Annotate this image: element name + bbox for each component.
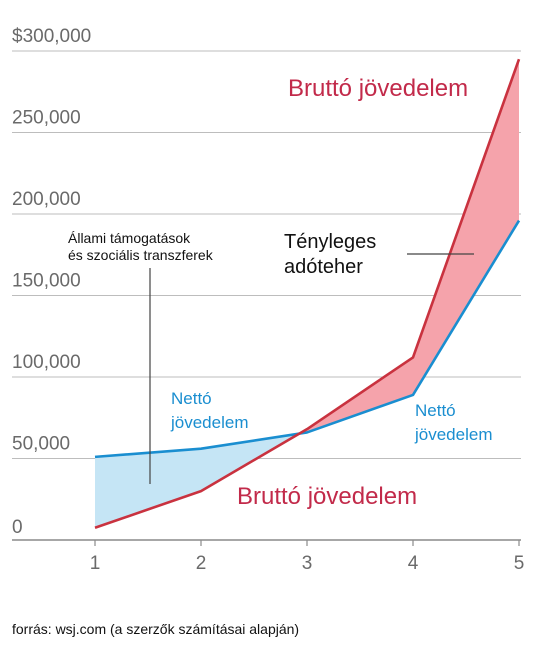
income-chart: 0 50,000 100,000 150,000 200,000 250,000 $300,…: [12, 26, 524, 574]
x-tick-label: 4: [408, 553, 419, 574]
y-tick-label: 250,000: [12, 108, 81, 129]
y-tick-label: 200,000: [12, 189, 81, 210]
y-tick-label: 150,000: [12, 271, 81, 292]
tax-burden-label-line2: adóteher: [284, 256, 363, 278]
x-tick-label: 2: [196, 553, 207, 574]
x-tick-label: 3: [302, 553, 313, 574]
y-tick-label: 50,000: [12, 434, 70, 455]
transfers-area: [95, 433, 300, 528]
net-income-label-right-line2: jövedelem: [414, 425, 493, 444]
y-tick-label: 100,000: [12, 352, 81, 373]
axis-ticks: 0 50,000 100,000 150,000 200,000 250,000 $300,…: [12, 26, 524, 574]
x-tick-label: 1: [90, 553, 101, 574]
y-tick-label: 0: [12, 517, 23, 538]
gross-income-label-top: Bruttó jövedelem: [288, 75, 468, 102]
transfers-label-line2: és szociális transzferek: [68, 247, 214, 263]
net-income-line: [94, 219, 521, 459]
x-tick-label: 5: [514, 553, 525, 574]
net-income-label-left-line2: jövedelem: [170, 413, 249, 432]
y-tick-label: $300,000: [12, 26, 91, 47]
series-lines: [94, 58, 521, 530]
net-income-label-left-line1: Nettó: [171, 389, 212, 408]
gross-income-line: [94, 58, 521, 530]
gross-income-label-bottom: Bruttó jövedelem: [237, 483, 417, 510]
transfers-label-line1: Állami támogatások: [68, 230, 191, 246]
tax-burden-area: [299, 59, 519, 434]
area-fills: [95, 59, 519, 528]
net-income-label-right-line1: Nettó: [415, 401, 456, 420]
tax-burden-label-line1: Tényleges: [284, 231, 376, 253]
source-note: forrás: wsj.com (a szerzők számításai al…: [12, 621, 300, 637]
